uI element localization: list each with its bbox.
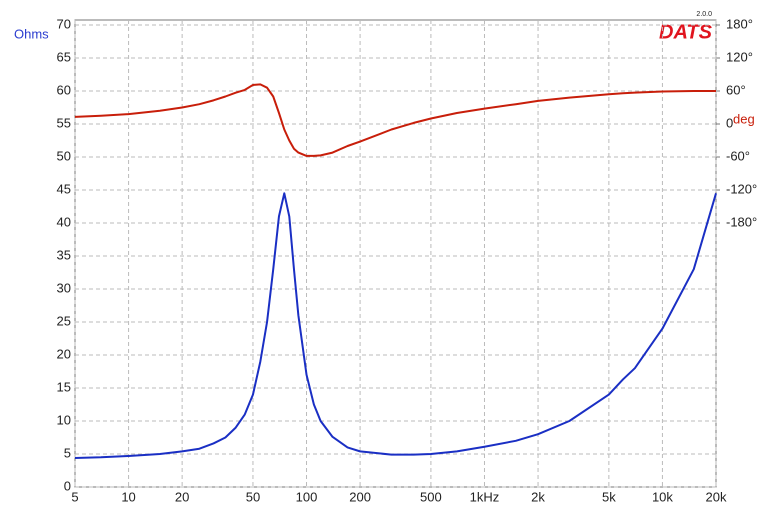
series-line <box>74 192 717 459</box>
y2-tick-label: 60° <box>726 82 746 97</box>
x-tick-label: 20k <box>706 489 727 504</box>
plot-frame <box>74 19 717 488</box>
y2-tick-label: 120° <box>726 49 753 64</box>
y2-tick-label: 0 <box>726 115 733 130</box>
x-tick-label: 200 <box>349 489 371 504</box>
y-tick-label: 5 <box>64 445 71 460</box>
y2-tick-label: 180° <box>726 16 753 31</box>
y-tick-label: 55 <box>57 115 71 130</box>
y-tick-label: 20 <box>57 346 71 361</box>
y-axis-label: Ohms <box>14 26 49 41</box>
x-tick-label: 100 <box>296 489 318 504</box>
x-tick-label: 5k <box>602 489 616 504</box>
y-tick-label: 45 <box>57 181 71 196</box>
x-tick-label: 10k <box>652 489 673 504</box>
x-tick-label: 20 <box>175 489 189 504</box>
y-tick-label: 0 <box>64 478 71 493</box>
y2-tick-label: -180° <box>726 214 757 229</box>
y2-axis-label: deg <box>733 111 755 126</box>
y-tick-label: 60 <box>57 82 71 97</box>
y-tick-label: 35 <box>57 247 71 262</box>
x-tick-label: 5 <box>71 489 78 504</box>
y-tick-label: 65 <box>57 49 71 64</box>
y-tick-label: 10 <box>57 412 71 427</box>
y2-tick-label: -60° <box>726 148 750 163</box>
x-tick-label: 500 <box>420 489 442 504</box>
logo-version: 2.0.0 <box>696 11 712 18</box>
logo: DATS <box>659 21 713 43</box>
y-tick-label: 70 <box>57 16 71 31</box>
x-tick-label: 2k <box>531 489 545 504</box>
y-tick-label: 50 <box>57 148 71 163</box>
y-tick-label: 25 <box>57 313 71 328</box>
y-tick-label: 15 <box>57 379 71 394</box>
series-line <box>74 83 716 157</box>
x-tick-label: 1kHz <box>470 489 500 504</box>
x-tick-label: 10 <box>121 489 135 504</box>
x-tick-label: 50 <box>246 489 260 504</box>
y-tick-label: 40 <box>57 214 71 229</box>
y-tick-label: 30 <box>57 280 71 295</box>
y2-tick-label: -120° <box>726 181 757 196</box>
